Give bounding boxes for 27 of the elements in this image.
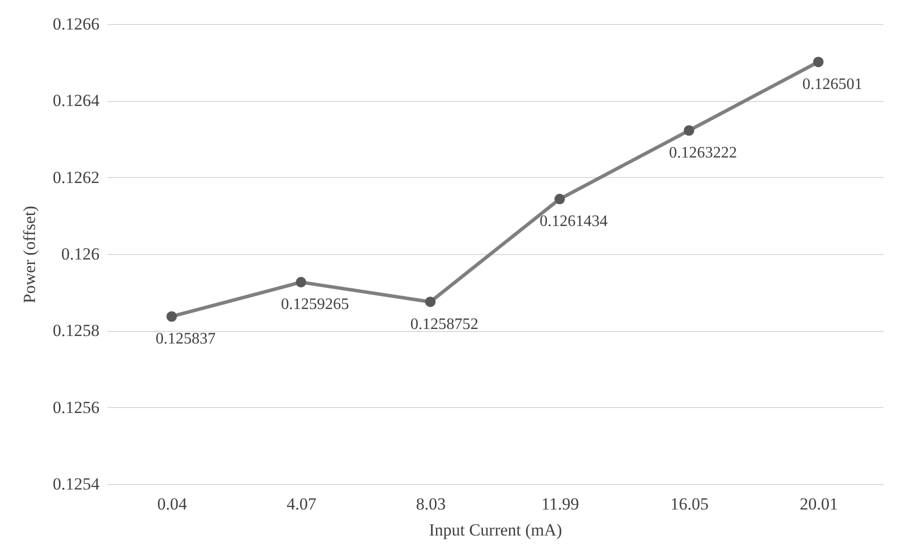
x-axis-title: Input Current (mA) [428,520,562,540]
data-label: 0.1261434 [540,213,608,230]
point [296,276,306,288]
data-label: 0.1263222 [669,144,737,162]
x-tick-label: 0.04 [157,494,188,514]
data-label: 0.1259265 [281,296,349,314]
x-tick-label: 11.99 [541,494,579,514]
x-tick-label: 4.07 [286,494,317,514]
y-axis-title: Power (offset) [20,206,39,304]
x-tick-label: 8.03 [416,494,446,514]
point [684,125,694,136]
data-label: 0.125837 [156,330,216,348]
x-tick-label: 16.05 [670,494,709,514]
y-tick-label: 0.1254 [52,474,100,494]
y-tick-label: 0.1256 [52,398,100,417]
y-tick-label: 0.1264 [52,91,100,110]
point [425,296,436,308]
y-tick-label: 0.1262 [52,168,100,187]
y-tick-label: 0.1266 [52,14,100,34]
y-tick-label: 0.1258 [52,321,100,340]
data-label: 0.1258752 [410,316,478,333]
x-tick-label: 20.01 [800,494,838,514]
point [813,56,824,68]
y-tick-label: 0.126 [61,244,100,264]
point [166,311,177,322]
point [554,194,565,204]
data-label: 0.126501 [802,76,862,93]
